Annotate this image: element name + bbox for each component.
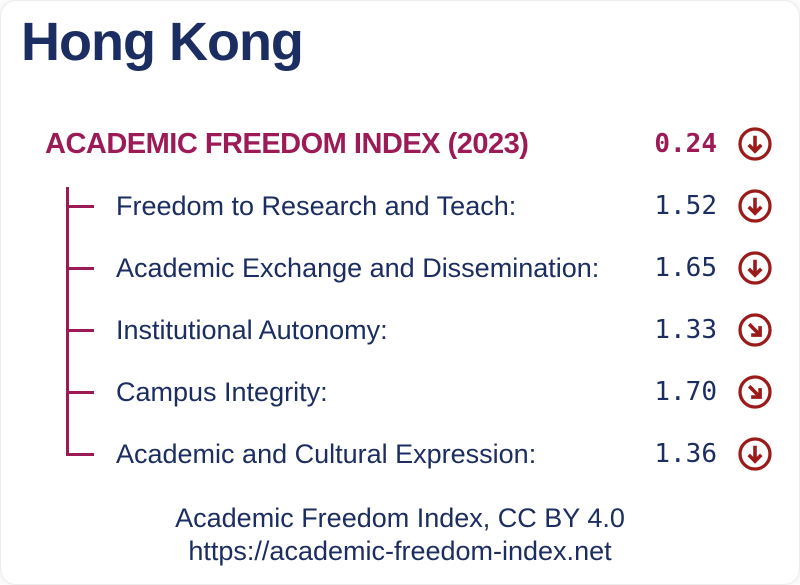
indicator-row-institutional-autonomy: Institutional Autonomy: 1.33	[1, 299, 799, 361]
indicator-value: 1.52	[654, 191, 717, 221]
indicator-label: Campus Integrity:	[116, 376, 328, 407]
tree-connector-line	[66, 187, 69, 455]
attribution-footer: Academic Freedom Index, CC BY 4.0 https:…	[1, 502, 799, 568]
indicator-row-academic-exchange: Academic Exchange and Dissemination: 1.6…	[1, 237, 799, 299]
attribution-url: https://academic-freedom-index.net	[188, 536, 612, 566]
indicator-value: 1.36	[654, 439, 717, 469]
indicator-value: 1.33	[654, 315, 717, 345]
indicator-label: Institutional Autonomy:	[116, 314, 388, 345]
country-title: Hong Kong	[21, 12, 304, 72]
afi-index-label: ACADEMIC FREEDOM INDEX (2023)	[45, 127, 529, 160]
indicator-label: Academic and Cultural Expression:	[116, 438, 537, 469]
arrow-down-circle-icon	[737, 250, 773, 286]
arrow-down-right-circle-icon	[737, 312, 773, 348]
afi-index-row: ACADEMIC FREEDOM INDEX (2023) 0.24	[45, 125, 773, 163]
indicator-list: Freedom to Research and Teach: 1.52 Acad…	[1, 175, 799, 485]
arrow-down-right-circle-icon	[737, 374, 773, 410]
arrow-down-circle-icon	[737, 126, 773, 162]
indicator-label: Academic Exchange and Dissemination:	[116, 252, 600, 283]
afi-index-value: 0.24	[654, 129, 717, 159]
indicator-row-freedom-research: Freedom to Research and Teach: 1.52	[1, 175, 799, 237]
arrow-down-circle-icon	[737, 188, 773, 224]
indicator-label: Freedom to Research and Teach:	[116, 190, 517, 221]
indicator-row-campus-integrity: Campus Integrity: 1.70	[1, 361, 799, 423]
attribution-line: Academic Freedom Index, CC BY 4.0	[175, 503, 625, 533]
indicator-row-cultural-expression: Academic and Cultural Expression: 1.36	[1, 423, 799, 485]
arrow-down-circle-icon	[737, 436, 773, 472]
indicator-value: 1.65	[654, 253, 717, 283]
indicator-value: 1.70	[654, 377, 717, 407]
